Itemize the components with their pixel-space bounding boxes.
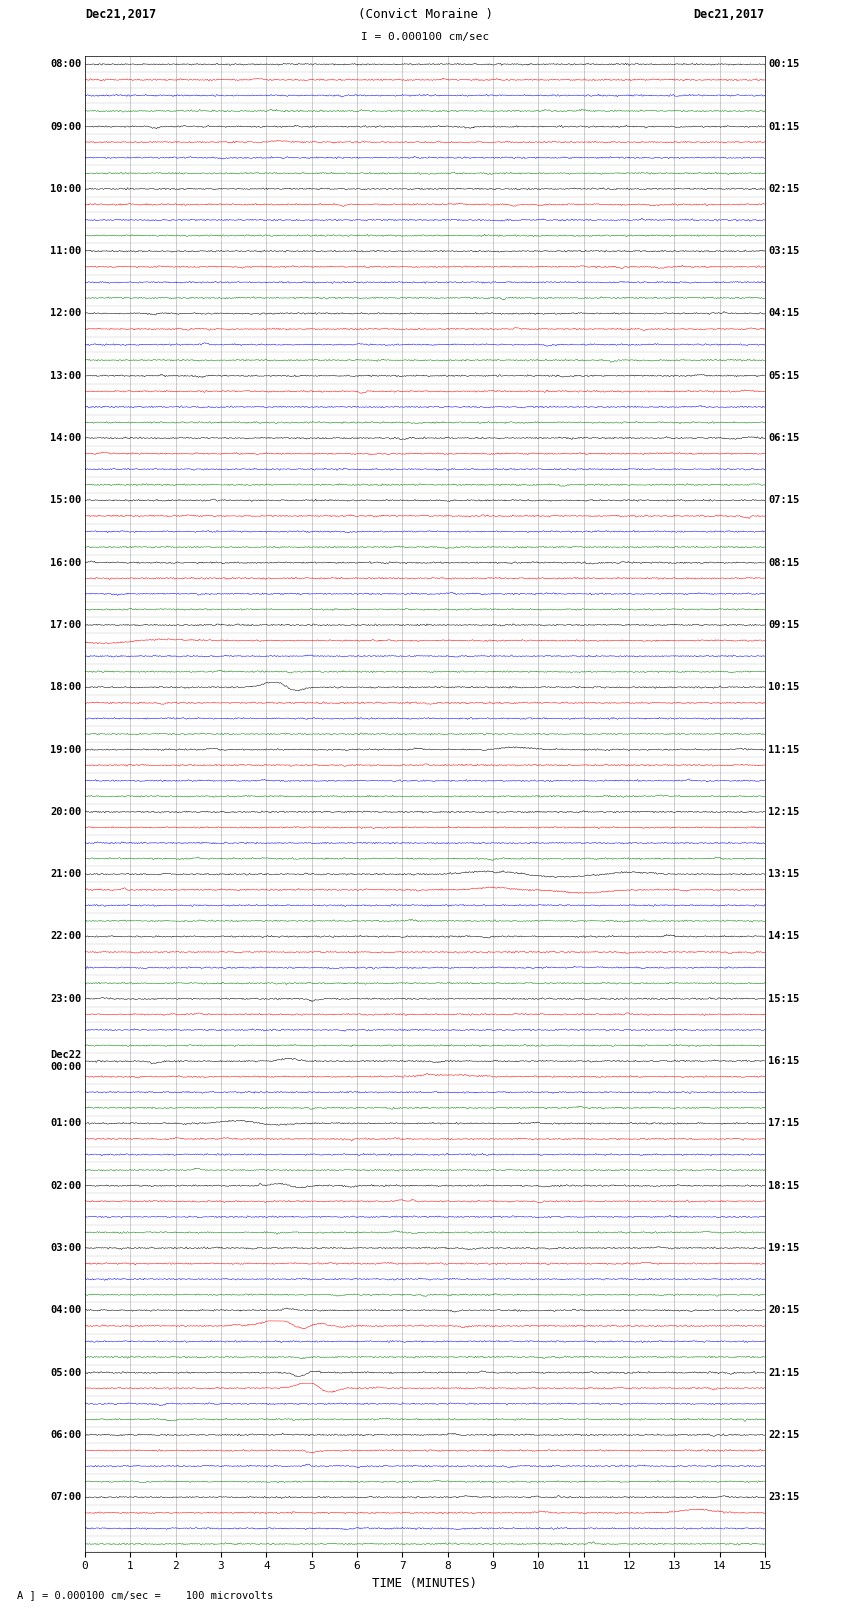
Text: 03:15: 03:15: [768, 247, 800, 256]
Text: 17:00: 17:00: [50, 619, 82, 631]
Text: 08:15: 08:15: [768, 558, 800, 568]
Text: 12:00: 12:00: [50, 308, 82, 318]
Text: 05:00: 05:00: [50, 1368, 82, 1378]
Text: 16:00: 16:00: [50, 558, 82, 568]
Text: 22:15: 22:15: [768, 1429, 800, 1440]
Text: 14:00: 14:00: [50, 432, 82, 444]
X-axis label: TIME (MINUTES): TIME (MINUTES): [372, 1578, 478, 1590]
Text: 04:15: 04:15: [768, 308, 800, 318]
Text: 16:15: 16:15: [768, 1057, 800, 1066]
Text: 21:00: 21:00: [50, 869, 82, 879]
Text: 20:00: 20:00: [50, 806, 82, 816]
Text: 01:00: 01:00: [50, 1118, 82, 1129]
Text: 18:15: 18:15: [768, 1181, 800, 1190]
Text: 15:15: 15:15: [768, 994, 800, 1003]
Text: 22:00: 22:00: [50, 931, 82, 942]
Text: 21:15: 21:15: [768, 1368, 800, 1378]
Text: 14:15: 14:15: [768, 931, 800, 942]
Text: (Convict Moraine ): (Convict Moraine ): [358, 8, 492, 21]
Text: 20:15: 20:15: [768, 1305, 800, 1315]
Text: 07:00: 07:00: [50, 1492, 82, 1502]
Text: 13:00: 13:00: [50, 371, 82, 381]
Text: 06:00: 06:00: [50, 1429, 82, 1440]
Text: 08:00: 08:00: [50, 60, 82, 69]
Text: 02:15: 02:15: [768, 184, 800, 194]
Text: 02:00: 02:00: [50, 1181, 82, 1190]
Text: 01:15: 01:15: [768, 121, 800, 132]
Text: 10:00: 10:00: [50, 184, 82, 194]
Text: 06:15: 06:15: [768, 432, 800, 444]
Text: 00:15: 00:15: [768, 60, 800, 69]
Text: 12:15: 12:15: [768, 806, 800, 816]
Text: 04:00: 04:00: [50, 1305, 82, 1315]
Text: Dec21,2017: Dec21,2017: [85, 8, 156, 21]
Text: 13:15: 13:15: [768, 869, 800, 879]
Text: 09:00: 09:00: [50, 121, 82, 132]
Text: 09:15: 09:15: [768, 619, 800, 631]
Text: A ] = 0.000100 cm/sec =    100 microvolts: A ] = 0.000100 cm/sec = 100 microvolts: [17, 1590, 273, 1600]
Text: 10:15: 10:15: [768, 682, 800, 692]
Text: I = 0.000100 cm/sec: I = 0.000100 cm/sec: [361, 32, 489, 42]
Text: 07:15: 07:15: [768, 495, 800, 505]
Text: 23:00: 23:00: [50, 994, 82, 1003]
Text: Dec21,2017: Dec21,2017: [694, 8, 765, 21]
Text: 15:00: 15:00: [50, 495, 82, 505]
Text: Dec22
00:00: Dec22 00:00: [50, 1050, 82, 1073]
Text: 19:15: 19:15: [768, 1244, 800, 1253]
Text: 17:15: 17:15: [768, 1118, 800, 1129]
Text: 18:00: 18:00: [50, 682, 82, 692]
Text: 03:00: 03:00: [50, 1244, 82, 1253]
Text: 11:00: 11:00: [50, 247, 82, 256]
Text: 23:15: 23:15: [768, 1492, 800, 1502]
Text: 11:15: 11:15: [768, 745, 800, 755]
Text: 05:15: 05:15: [768, 371, 800, 381]
Text: 19:00: 19:00: [50, 745, 82, 755]
